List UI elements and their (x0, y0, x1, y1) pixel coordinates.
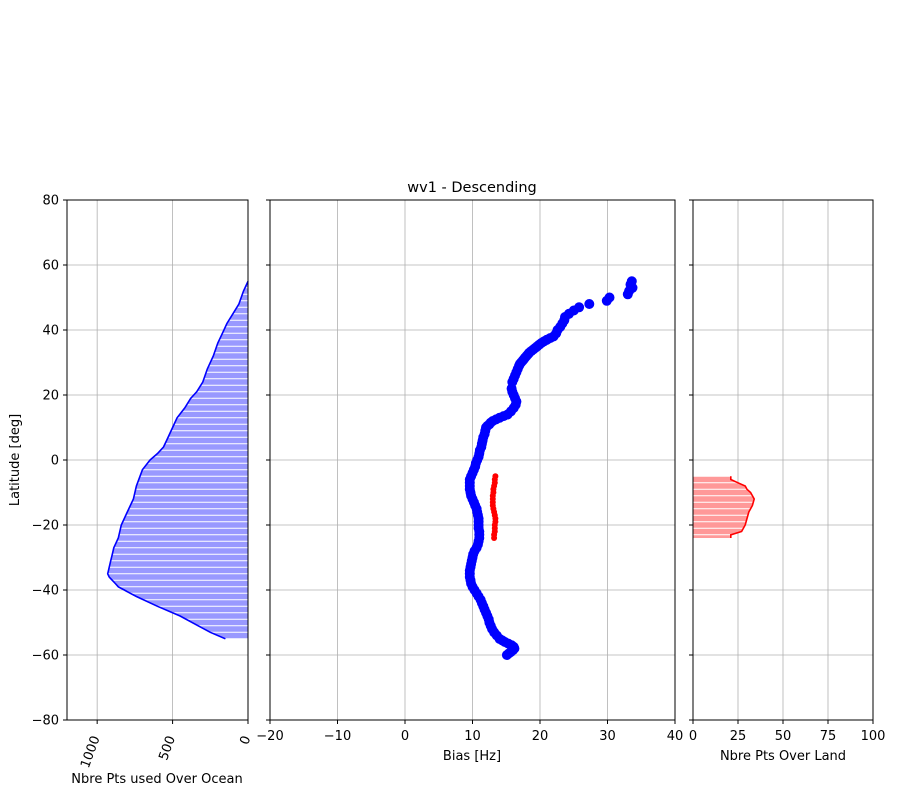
bias-x-ticks: −20 −10 0 10 20 30 40 (256, 720, 683, 744)
figure-title: wv1 - Descending (407, 180, 536, 196)
bias-xtick-label: 0 (401, 729, 409, 744)
land-x-label: Nbre Pts Over Land (720, 749, 846, 764)
bias-xtick-label: 20 (532, 729, 549, 744)
ytick-label: 20 (42, 389, 59, 404)
bias-xtick-label: −20 (256, 729, 283, 744)
land-hatch (693, 475, 754, 536)
y-axis-label: Latitude [deg] (8, 414, 23, 506)
ocean-hatch (107, 287, 248, 640)
land-panel: 0 25 50 75 100 Nbre Pts Over Land (689, 199, 886, 764)
bias-point-blue (501, 650, 512, 660)
ytick-label: −80 (32, 714, 59, 729)
bias-y-ticks (266, 199, 270, 721)
bias-point-blue (601, 295, 612, 306)
land-x-ticks: 0 25 50 75 100 (689, 720, 886, 744)
ytick-label: −60 (32, 649, 59, 664)
bias-point-blue (622, 289, 633, 300)
bias-xtick-label: −10 (324, 729, 351, 744)
land-xtick-label: 100 (861, 729, 886, 744)
ytick-label: 40 (42, 324, 59, 339)
bias-panel: −20 −10 0 10 20 30 40 Bias [Hz] (256, 199, 683, 764)
land-xtick-label: 75 (820, 729, 837, 744)
land-xtick-label: 0 (689, 729, 697, 744)
bias-points-blue (464, 276, 638, 660)
y-ticks: −80 −60 −40 −20 0 20 40 60 80 (32, 194, 67, 729)
ytick-label: −20 (32, 519, 59, 534)
ytick-label: −40 (32, 584, 59, 599)
bias-points-red (489, 473, 499, 541)
land-outline (730, 476, 756, 538)
ytick-label: 60 (42, 259, 59, 274)
ocean-x-label: Nbre Pts used Over Ocean (71, 772, 242, 787)
land-y-ticks (689, 199, 693, 721)
land-xtick-label: 50 (775, 729, 792, 744)
ocean-outline (106, 280, 249, 640)
bias-xtick-label: 30 (599, 729, 616, 744)
land-area (693, 476, 755, 538)
ocean-area (107, 281, 248, 639)
bias-xtick-label: 10 (464, 729, 481, 744)
land-xtick-label: 25 (730, 729, 747, 744)
bias-point-red (491, 535, 498, 541)
bias-xtick-label: 40 (667, 729, 684, 744)
ytick-label: 80 (42, 194, 59, 209)
bias-point-blue (584, 299, 595, 309)
bias-x-label: Bias [Hz] (443, 749, 501, 764)
ytick-label: 0 (51, 454, 59, 469)
